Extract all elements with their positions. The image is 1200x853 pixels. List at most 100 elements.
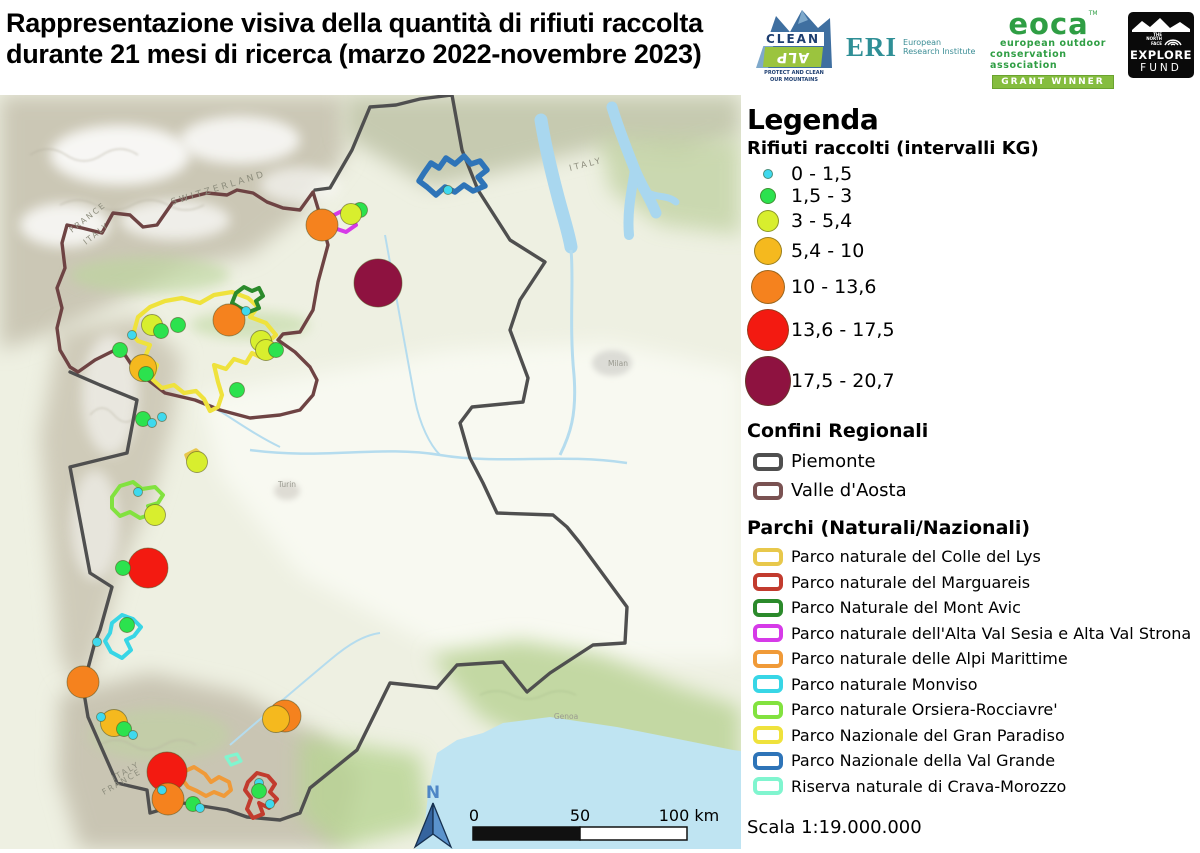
park-outline-crava-morozzo: [224, 752, 243, 767]
eoca-line2: conservation association: [990, 48, 1067, 71]
waste-marker: [251, 783, 267, 799]
eoca-tm: TM: [1088, 10, 1098, 17]
legend-region-swatch: [753, 452, 783, 471]
waste-marker: [268, 342, 284, 358]
waste-marker: [157, 785, 167, 795]
legend-region-label: Valle d'Aosta: [791, 480, 907, 501]
legend-park-swatch: [753, 726, 783, 745]
legend-park-swatch: [753, 573, 783, 592]
waste-marker: [305, 208, 339, 242]
clean-alp-logo: CLEAN ALP PROTECT AND CLEAN OUR MOUNTAIN…: [754, 6, 834, 88]
eoca-logo: eocaTM european outdoor conservation ass…: [990, 10, 1116, 89]
interval-label: 13,6 - 17,5: [791, 318, 895, 341]
legend-park-row: Parco naturale del Marguareis: [745, 570, 1200, 596]
lake-como-branch: [623, 165, 640, 240]
waste-marker: [144, 504, 166, 526]
map-canvas: SWITZERLAND FRANCE ITALY ITALY ITALY FRA…: [0, 93, 741, 849]
eri-subtitle: European Research Institute: [903, 37, 976, 56]
waste-marker: [128, 730, 138, 740]
legend-interval-row: 17,5 - 20,7: [745, 353, 1200, 408]
eoca-line1: european outdoor: [999, 38, 1107, 49]
legend-interval-row: 0 - 1,5: [745, 163, 1200, 185]
waste-marker: [151, 782, 185, 816]
legend-park-swatch: [753, 675, 783, 694]
legend-interval-row: 1,5 - 3: [745, 185, 1200, 207]
interval-circle-swatch: [747, 308, 789, 351]
waste-marker: [262, 705, 290, 733]
waste-marker: [153, 323, 169, 339]
scale-bar: 0 50 100 km: [469, 806, 719, 841]
legend-park-label: Parco naturale del Colle del Lys: [791, 547, 1041, 567]
map-svg: SWITZERLAND FRANCE ITALY ITALY ITALY FRA…: [0, 93, 741, 849]
legend-park-row: Riserva naturale di Crava-Morozzo: [745, 774, 1200, 800]
city-label-turin: Turin: [277, 480, 296, 489]
page-title: Rappresentazione visiva della quantità d…: [6, 8, 786, 71]
legend-park-row: Parco Nazionale della Val Grande: [745, 748, 1200, 774]
legend-park-row: Parco naturale Monviso: [745, 672, 1200, 698]
fund-text: FUND: [1140, 62, 1182, 75]
park-outline-alpi-marittime: [180, 765, 233, 798]
scale-tick-50: 50: [570, 806, 590, 825]
legend-park-label: Parco naturale delle Alpi Marittime: [791, 649, 1068, 669]
waste-marker: [127, 547, 169, 589]
park-outline-marguareis: [243, 771, 279, 820]
legend-park-label: Parco Nazionale della Val Grande: [791, 751, 1056, 771]
north-face-explore-fund-logo: THE NORTH FACE EXPLORE FUND: [1128, 12, 1194, 78]
waste-marker: [138, 366, 154, 382]
legend-park-swatch: [753, 624, 783, 643]
interval-circle-swatch: [754, 236, 782, 265]
north-arrow: N: [413, 783, 453, 849]
river-tanaro: [229, 632, 381, 746]
waste-markers-layer: [66, 185, 453, 816]
legend-park-row: Parco naturale del Colle del Lys: [745, 544, 1200, 570]
lake-maggiore: [534, 113, 578, 254]
interval-label: 1,5 - 3: [791, 185, 853, 207]
valle-daosta-border: [55, 188, 330, 420]
eoca-grant-winner-badge: GRANT WINNER: [992, 74, 1114, 89]
waste-marker: [353, 258, 403, 308]
north-arrow-right: [432, 802, 453, 849]
waste-marker: [119, 617, 135, 633]
waste-marker: [96, 712, 106, 722]
waste-marker: [443, 185, 453, 195]
park-outline-gran-paradiso: [130, 289, 279, 414]
interval-label: 17,5 - 20,7: [791, 369, 895, 392]
legend-park-swatch: [753, 777, 783, 796]
legend-park-row: Parco Naturale del Mont Avic: [745, 595, 1200, 621]
legend-park-label: Riserva naturale di Crava-Morozzo: [791, 776, 1067, 796]
interval-label: 3 - 5,4: [791, 209, 853, 232]
waste-marker: [170, 317, 186, 333]
legend-park-swatch: [753, 751, 783, 770]
waste-marker: [340, 203, 362, 225]
legend-park-label: Parco Naturale del Mont Avic: [791, 598, 1021, 618]
legend-parks-heading: Parchi (Naturali/Nazionali): [747, 517, 1031, 539]
legend-panel: Legenda Rifiuti raccolti (intervalli KG)…: [741, 95, 1200, 849]
scale-bar-black-segment: [472, 826, 581, 841]
waste-marker: [265, 799, 275, 809]
legend-park-label: Parco Nazionale del Gran Paradiso: [791, 725, 1065, 745]
legend-park-swatch: [753, 649, 783, 668]
legend-region-swatch: [753, 481, 783, 500]
waste-marker: [212, 303, 246, 337]
water-layer: [209, 101, 741, 849]
interval-circle-swatch: [751, 269, 785, 304]
legend-title: Legenda: [747, 103, 879, 136]
legend-park-label: Parco naturale Monviso: [791, 674, 978, 694]
waste-marker: [195, 803, 205, 813]
waste-marker: [112, 342, 128, 358]
legend-interval-row: 3 - 5,4: [745, 207, 1200, 234]
city-label-milan: Milan: [608, 359, 628, 368]
waste-marker: [133, 487, 143, 497]
waste-marker: [127, 330, 137, 340]
park-outline-val-grande: [416, 153, 490, 198]
title-line-2: durante 21 mesi di ricerca (marzo 2022-n…: [6, 39, 702, 70]
legend-park-label: Parco naturale Orsiera-Rocciavre': [791, 700, 1058, 720]
north-label: N: [426, 783, 440, 803]
legend-region-row: Valle d'Aosta: [745, 476, 1200, 505]
logo-strip: CLEAN ALP PROTECT AND CLEAN OUR MOUNTAIN…: [754, 6, 1194, 89]
title-line-1: Rappresentazione visiva della quantità d…: [6, 8, 703, 38]
legend-park-label: Parco naturale dell'Alta Val Sesia e Alt…: [791, 623, 1192, 643]
page-header: Rappresentazione visiva della quantità d…: [0, 0, 1200, 95]
ligurian-sea: [415, 717, 741, 849]
